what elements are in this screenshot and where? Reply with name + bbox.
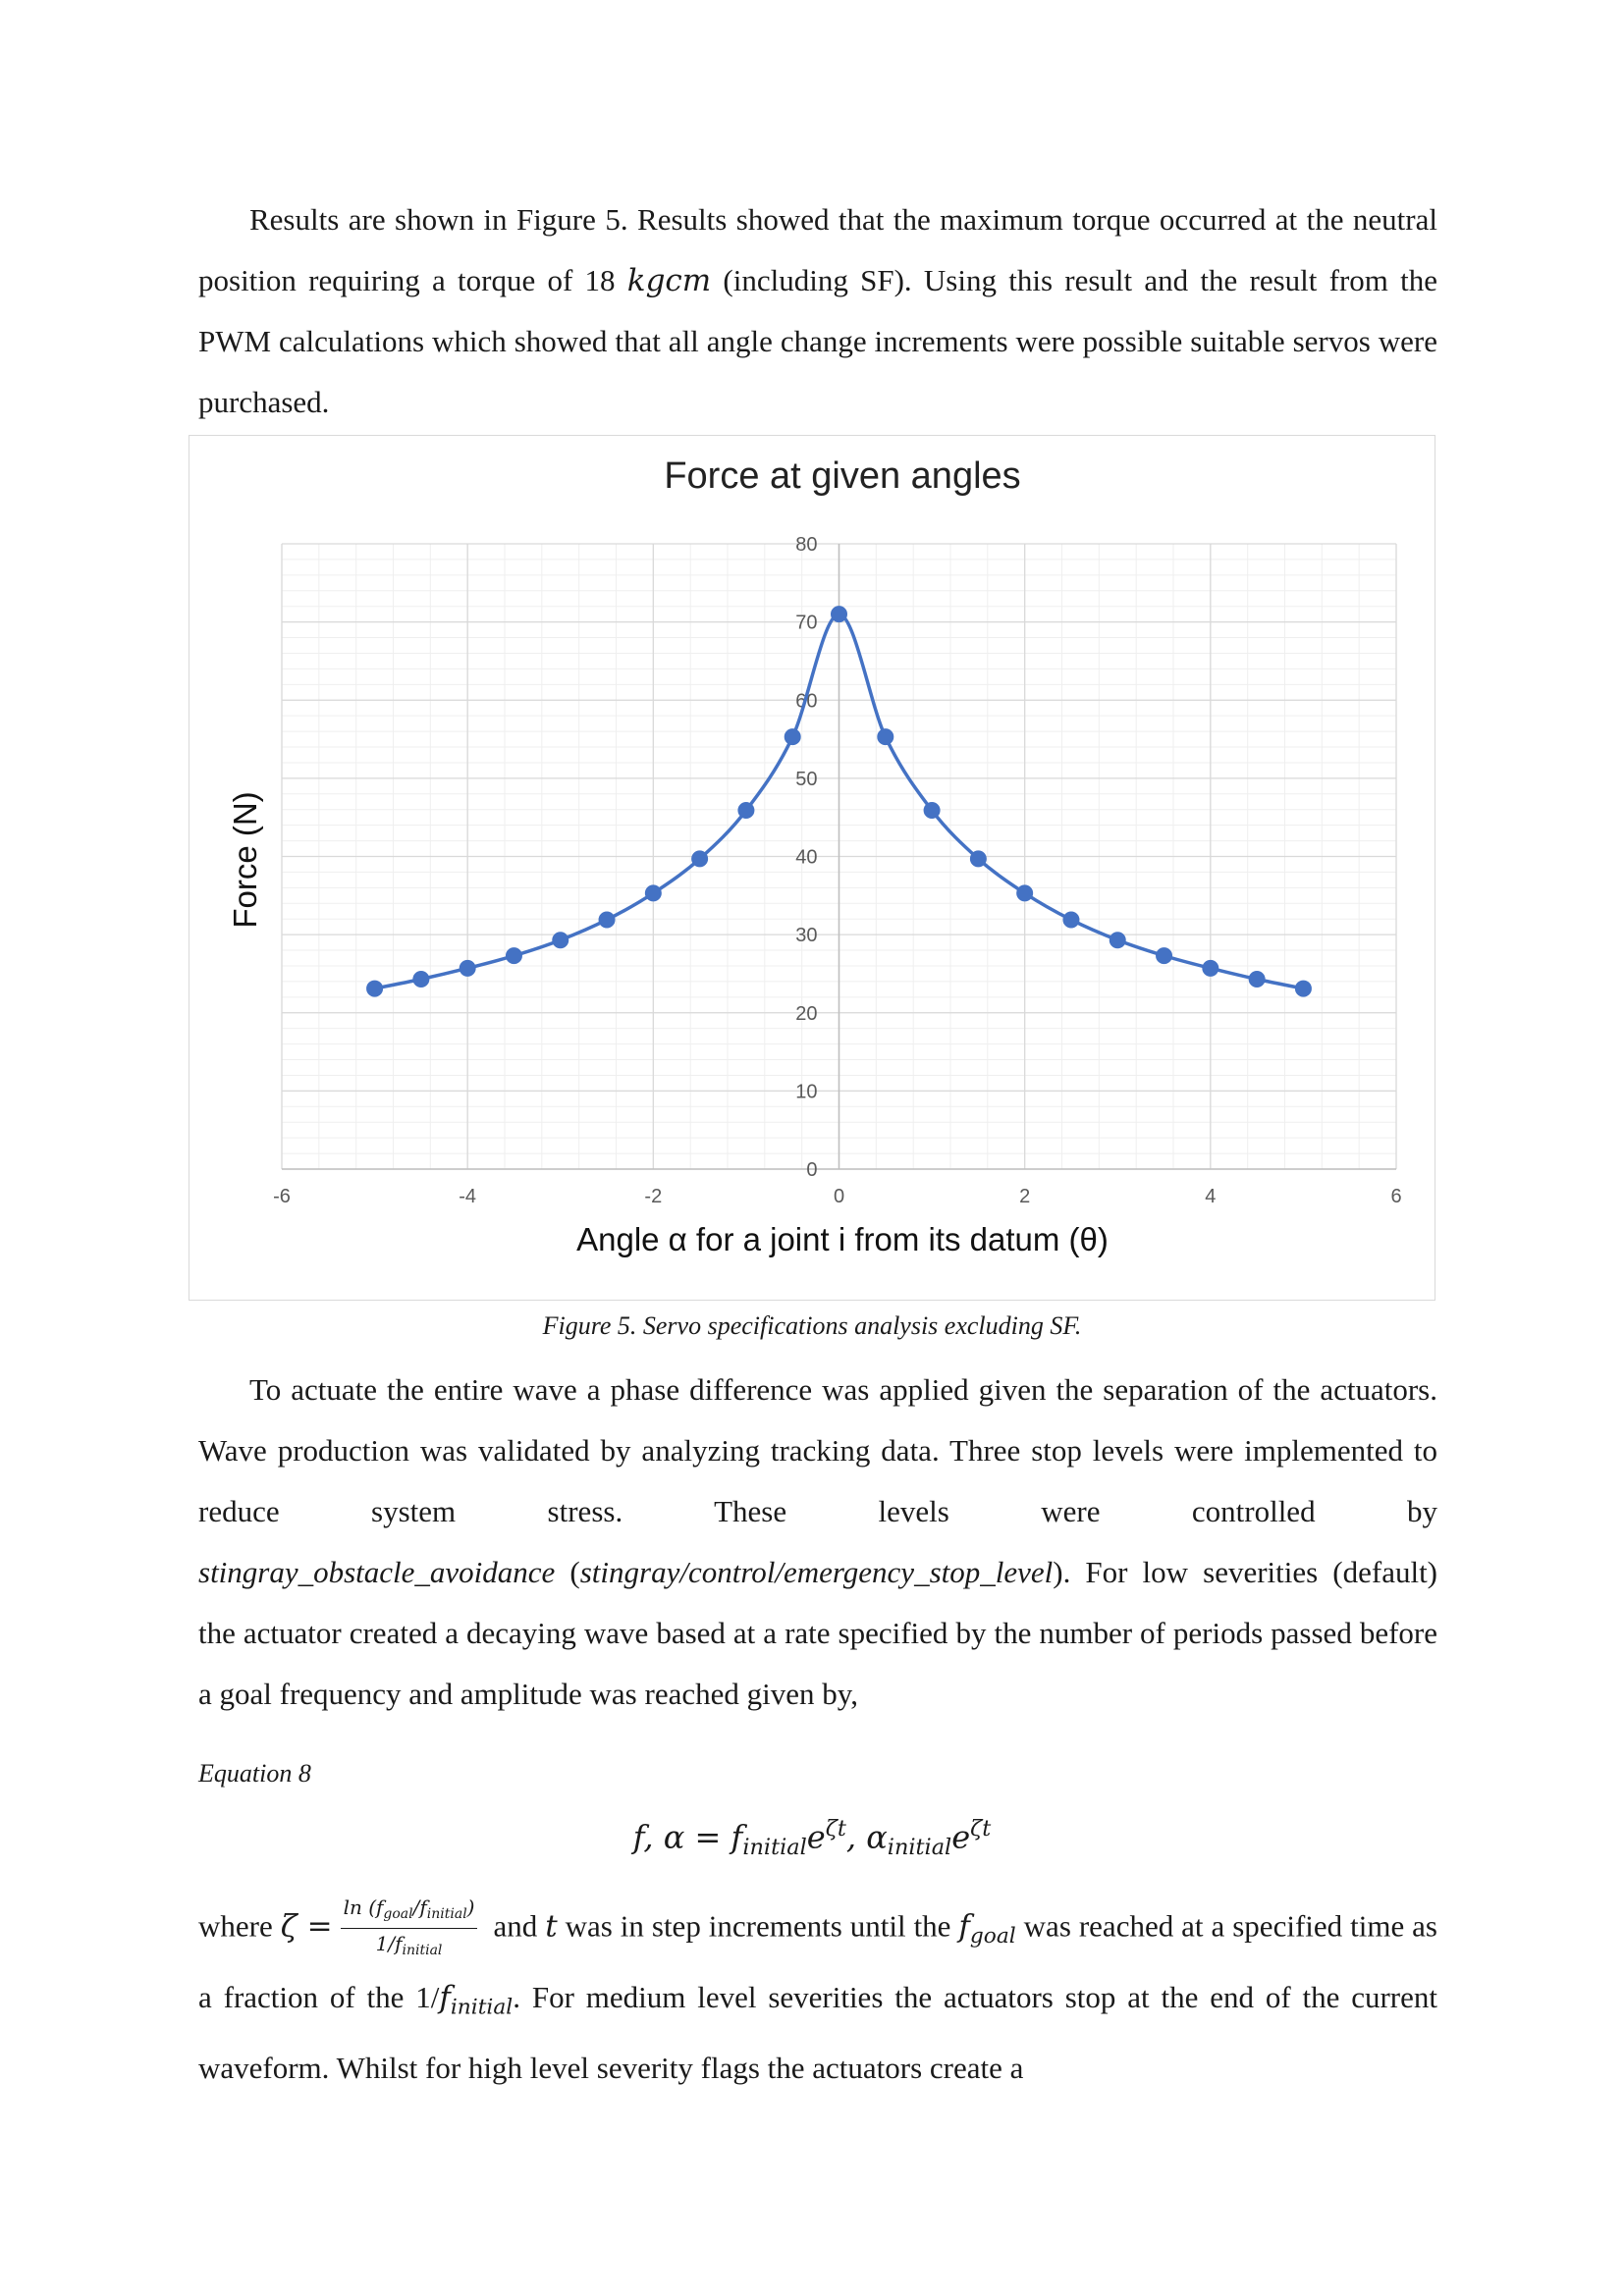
text-span: was reached at a specified time as a fra… — [198, 1908, 1437, 2014]
y-tick-label: 40 — [795, 847, 817, 869]
data-point — [598, 911, 616, 929]
y-tick-label: 20 — [795, 1003, 817, 1025]
data-point — [923, 802, 941, 820]
data-point — [784, 728, 801, 746]
data-point — [505, 947, 522, 965]
fgoal-symbol: f — [958, 1908, 970, 1945]
data-point — [737, 802, 755, 820]
eq-f: f — [731, 1818, 743, 1856]
node-name: stingray_obstacle_avoidance — [198, 1555, 556, 1589]
x-tick-label: -2 — [644, 1186, 662, 1207]
text-span: where — [198, 1908, 281, 1944]
zeta-symbol: ζ = — [280, 1908, 333, 1945]
text-span: Results are shown in Figure 5. Results s… — [198, 202, 1437, 297]
data-points — [366, 606, 1312, 997]
data-point — [1294, 980, 1312, 997]
frac-sub: goal — [383, 1906, 413, 1923]
data-point — [1248, 971, 1266, 988]
data-point — [644, 884, 662, 902]
frac-text: /f — [412, 1896, 427, 1919]
text-span: ( — [555, 1555, 580, 1589]
equation-8: f, α = finitialeζt, αinitialeζt — [0, 1816, 1624, 1860]
y-tick-label: 0 — [806, 1159, 817, 1181]
frac-sub: initial — [426, 1906, 467, 1923]
data-point — [1202, 959, 1219, 977]
x-axis-label: Angle α for a joint i from its datum (θ) — [576, 1221, 1109, 1257]
data-point — [459, 959, 476, 977]
finit-symbol: f — [439, 1979, 451, 2015]
fraction-denominator: 1/finitial — [341, 1929, 478, 1963]
eq-sub: initial — [742, 1835, 807, 1861]
x-tick-label: -6 — [273, 1186, 291, 1207]
y-tick-label: 70 — [795, 613, 817, 634]
text-span: . For medium level severities the actuat… — [198, 1979, 1437, 2086]
data-point — [412, 971, 430, 988]
text-span: ). For low severities (default) the actu… — [198, 1555, 1438, 1711]
eq-sup: ζt — [970, 1816, 992, 1842]
frac-text: ) — [466, 1896, 475, 1919]
force-chart: -6 -4 -2 0 2 4 6 0 10 20 30 40 50 60 70 80 Force at giv… — [189, 435, 1435, 1301]
x-tick-label: -4 — [459, 1186, 476, 1207]
x-tick-label: 4 — [1205, 1186, 1216, 1207]
text-span: (including SF). Using this result and th… — [198, 263, 1437, 419]
unit-kgcm: kgcm — [626, 263, 712, 298]
data-point — [1109, 932, 1126, 949]
eq-sub: initial — [887, 1835, 952, 1861]
data-point — [877, 728, 894, 746]
text-span: and — [485, 1908, 546, 1944]
finit-sub: initial — [450, 1995, 514, 2020]
data-point — [1156, 947, 1173, 965]
y-tick-label: 30 — [795, 925, 817, 946]
eq-sup: ζt — [825, 1816, 846, 1842]
data-point — [366, 980, 384, 997]
chart-axes — [282, 544, 1396, 1170]
data-point — [1062, 911, 1080, 929]
param-name: stingray/control/emergency_stop_level — [579, 1555, 1054, 1589]
text-span: was in step increments until the — [557, 1908, 959, 1944]
equation-label: Equation 8 — [198, 1759, 311, 1788]
line-wrap: To actuate the entire wave a phase diffe… — [198, 1360, 1437, 1542]
fgoal-sub: goal — [969, 1923, 1016, 1949]
x-tick-label: 0 — [834, 1186, 844, 1207]
data-point — [1016, 884, 1034, 902]
text-span: To actuate the entire wave a phase diffe… — [198, 1372, 1437, 1528]
fraction-numerator: ln (fgoal/finitial) — [340, 1895, 478, 1930]
y-tick-label: 80 — [795, 534, 817, 556]
x-tick-label: 6 — [1390, 1186, 1401, 1207]
y-tick-label: 50 — [795, 769, 817, 790]
zeta-paragraph: where ζ = ln (fgoal/finitial) 1/finitial a… — [198, 1895, 1437, 2099]
zeta-fraction: ln (fgoal/finitial) 1/finitial — [340, 1895, 478, 1963]
data-point — [691, 850, 709, 868]
frac-text: ln (f — [343, 1896, 384, 1919]
data-point — [969, 850, 987, 868]
y-axis-label: Force (N) — [227, 791, 263, 928]
data-point — [552, 932, 569, 949]
y-tick-label: 10 — [795, 1081, 817, 1102]
chart-title: Force at given angles — [664, 455, 1020, 497]
t-symbol: t — [545, 1908, 558, 1945]
actuation-paragraph: To actuate the entire wave a phase diffe… — [198, 1360, 1437, 1725]
eq-comma: , — [845, 1818, 867, 1856]
x-tick-label: 2 — [1019, 1186, 1030, 1207]
eq-lhs: f, α = — [632, 1818, 731, 1856]
eq-alpha: α — [866, 1818, 888, 1856]
data-point — [831, 606, 847, 623]
frac-sub: initial — [402, 1943, 443, 1959]
eq-e: e — [806, 1818, 826, 1856]
eq-e: e — [951, 1818, 971, 1856]
frac-text: 1/f — [375, 1932, 403, 1956]
figure-caption: Figure 5. Servo specifications analysis … — [542, 1311, 1082, 1340]
results-paragraph: Results are shown in Figure 5. Results s… — [198, 189, 1437, 433]
